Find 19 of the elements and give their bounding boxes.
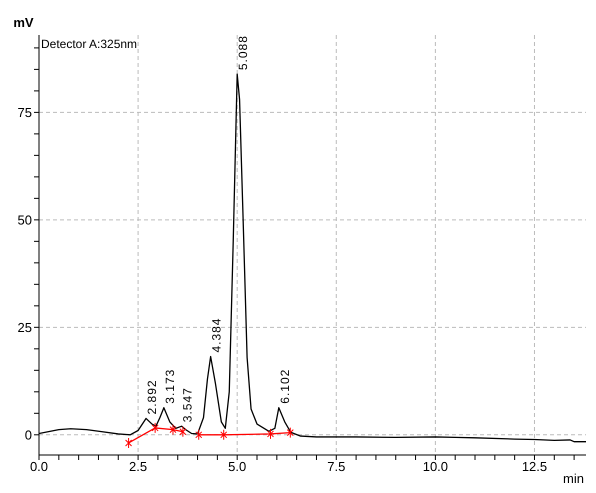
annotation: 2.892 (145, 379, 160, 414)
annotation: 3.173 (162, 368, 177, 404)
x-tick-label: 0.0 (30, 459, 48, 474)
annotation: 3.547 (180, 387, 195, 422)
x-tick-label: 5.0 (228, 459, 246, 474)
y-tick-label: 0 (24, 427, 32, 442)
y-axis-title: mV (13, 15, 34, 30)
y-tick-label: 75 (18, 104, 32, 120)
annotation: 4.384 (210, 318, 224, 353)
y-tick-label: 50 (18, 212, 32, 228)
annotation: 5.088 (236, 35, 250, 70)
x-axis-title: min (563, 471, 584, 486)
annotation: Detector A:325nm (41, 37, 138, 51)
x-tick-label: 7.5 (327, 459, 346, 474)
x-tick-label: 2.5 (129, 459, 148, 474)
x-tick-label: 10.0 (422, 459, 448, 474)
x-tick-label: 12.5 (522, 459, 548, 474)
annotation: 6.102 (278, 368, 292, 404)
y-tick-label: 25 (18, 320, 32, 335)
